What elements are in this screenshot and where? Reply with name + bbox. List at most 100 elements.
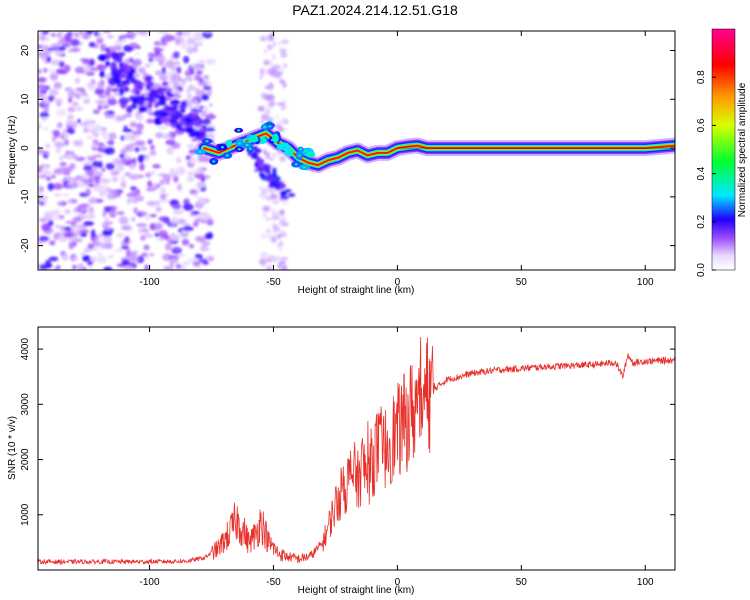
y-tick-label: 0 [20,145,31,151]
spectrogram-cell [134,188,141,196]
spectrogram-cell [123,44,134,53]
spectrogram-cell [94,178,100,185]
spectrogram-cell [283,145,287,149]
spectrogram-cell [194,119,200,128]
spectrogram-cell [287,151,291,154]
spectrogram-cell [302,166,306,169]
spectrogram-cell [181,78,186,85]
spectrogram-cell [79,58,89,62]
spectrogram-cell [59,162,67,167]
spectrogram-cell [193,100,199,104]
spectrogram-cell [189,156,198,165]
spectrogram-cell [155,207,162,212]
spectrogram-cell [195,65,205,72]
spectrogram-cell [135,111,141,119]
spectrogram-cell [115,160,125,166]
spectrogram-cell [144,230,150,237]
spectrogram-cell [196,197,207,204]
spectrogram-cell [266,188,275,193]
spectrogram-cell [136,223,148,228]
spectrogram-cell [41,223,51,232]
spectrogram-cell [261,186,269,192]
spectrogram-cell [111,52,119,60]
spectrogram-cell [119,87,124,96]
spectrogram-cell [202,31,213,34]
spectrogram-cell [200,64,205,68]
spectrogram-cell [147,139,153,145]
spectrogram-cell [115,83,126,88]
spectrogram-cell [260,233,267,239]
spectrogram-cell [79,233,87,237]
spectrogram-cell [113,74,121,79]
spectrogram-cell [182,261,190,265]
spectrogram-cell [196,181,206,189]
spectrogram-cell [203,106,209,113]
spectrogram-cell [191,112,199,118]
spectrogram-cell [137,154,144,163]
spectrogram-cell [278,260,286,265]
spectrogram-cell [51,209,61,216]
spectrogram-cell [149,89,158,96]
spectrogram-cell [268,125,272,128]
spectrogram-cell [272,258,278,263]
spectrogram-cell [199,129,207,134]
spectrogram-cell [93,175,102,180]
spectrogram-cell [87,157,96,161]
spectrogram-cell [119,182,127,188]
spectrogram-cell [259,186,264,191]
spectrogram-cell [278,127,284,133]
spectrogram-cell [47,95,54,103]
spectrogram-cell [175,253,185,257]
spectrogram-cell [38,236,49,241]
spectrogram-cell [197,81,207,86]
spectrogram-cell [144,63,151,68]
colorbar-tick-label: 0.0 [696,263,707,277]
spectrogram-cell [63,64,71,73]
x-tick-label: 100 [637,277,654,288]
spectrogram-cell [152,164,161,169]
spectrogram-cell [43,127,49,131]
spectrogram-cell [126,193,137,198]
spectrogram-cell [194,253,203,259]
spectrogram-cell [164,60,176,69]
colorbar-label: Normalized spectral amplitude [737,82,748,217]
spectrogram-cell [271,223,279,228]
spectrogram-cell [110,170,120,176]
spectrogram-cell [192,221,199,227]
spectrogram-cell [188,243,195,249]
spectrogram-cell [175,263,182,269]
spectrogram-noise [38,31,296,270]
spectrogram-cell [50,43,61,49]
spectrogram-cell [136,122,144,131]
spectrogram-cell [128,173,140,181]
spectrogram-cell [106,193,116,200]
spectrogram-cell [102,31,111,34]
spectrogram-cell [281,106,285,111]
x-tick-label: 0 [395,577,401,588]
spectrogram-cell [121,71,128,77]
spectrogram-cell [124,236,130,243]
spectrogram-cell [103,266,113,270]
spectrogram-cell [187,171,193,176]
spectrogram-cell [282,81,287,89]
spectrogram-cell [67,91,77,98]
spectrogram-cell [135,140,146,147]
spectrogram-cell [89,120,96,124]
spectrogram-cell [176,157,182,164]
spectrogram-cell [202,125,207,129]
spectrogram-cell [195,70,203,75]
spectrogram-cell [123,133,132,141]
spectrogram-cell [77,204,82,213]
spectrogram-cell [49,240,56,246]
spectrogram-cell [99,70,105,78]
spectrogram-cell [88,128,98,134]
spectrogram-cell [85,188,92,196]
spectrogram-cell [207,218,213,226]
spectrogram-cell [88,42,96,48]
spectrogram-cell [225,154,229,157]
spectrogram-cell [58,167,65,172]
spectrogram-cell [67,154,73,161]
spectrogram-cell [206,232,214,239]
spectrogram-cell [131,217,136,222]
spectrogram-cell [72,216,83,223]
